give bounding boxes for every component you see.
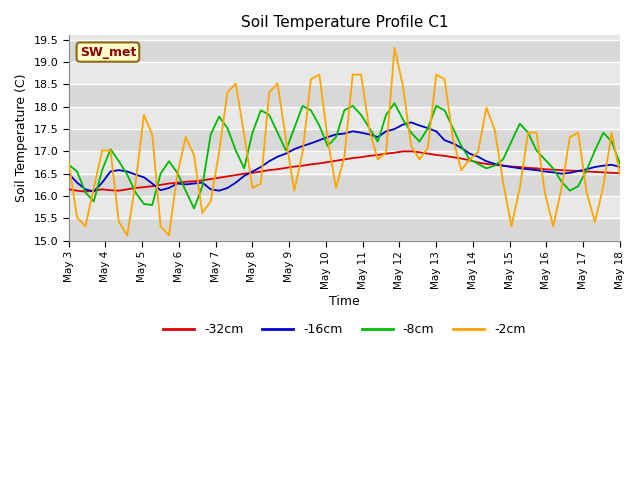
Bar — [68, 129, 620, 151]
-8cm — [132, 190, 140, 195]
Line: -2cm: -2cm — [68, 48, 620, 235]
-8cm — [107, 146, 115, 152]
-16cm — [140, 174, 148, 180]
-8cm — [324, 143, 332, 149]
Bar — [68, 218, 620, 240]
-8cm — [583, 167, 591, 173]
-8cm — [390, 100, 398, 106]
-16cm — [324, 134, 332, 140]
-8cm — [499, 156, 507, 162]
-32cm — [115, 188, 123, 193]
-16cm — [583, 167, 591, 172]
Bar — [68, 40, 620, 62]
Line: -32cm: -32cm — [68, 151, 620, 192]
Legend: -32cm, -16cm, -8cm, -2cm: -32cm, -16cm, -8cm, -2cm — [158, 318, 531, 341]
-2cm — [124, 232, 131, 238]
-2cm — [583, 190, 591, 195]
-16cm — [299, 143, 307, 149]
-32cm — [324, 159, 332, 165]
-16cm — [616, 164, 624, 170]
-32cm — [65, 186, 72, 192]
Bar — [68, 174, 620, 196]
Text: SW_met: SW_met — [80, 46, 136, 59]
-2cm — [616, 172, 624, 178]
-8cm — [616, 161, 624, 167]
-32cm — [299, 163, 307, 168]
-32cm — [399, 148, 406, 154]
Bar — [68, 62, 620, 84]
-16cm — [115, 167, 123, 173]
Bar — [68, 151, 620, 174]
-2cm — [324, 136, 332, 142]
Line: -16cm: -16cm — [68, 122, 620, 192]
-32cm — [616, 170, 624, 176]
-32cm — [499, 163, 507, 168]
Bar — [68, 36, 620, 40]
-16cm — [499, 163, 507, 168]
Title: Soil Temperature Profile C1: Soil Temperature Profile C1 — [241, 15, 448, 30]
-8cm — [65, 162, 72, 168]
X-axis label: Time: Time — [329, 295, 360, 308]
-16cm — [90, 189, 98, 194]
-32cm — [583, 168, 591, 174]
-8cm — [299, 103, 307, 109]
-2cm — [107, 148, 115, 154]
Bar — [68, 84, 620, 107]
Line: -8cm: -8cm — [68, 103, 620, 208]
-2cm — [65, 160, 72, 166]
-32cm — [81, 189, 89, 194]
-16cm — [65, 171, 72, 177]
-8cm — [190, 205, 198, 211]
Y-axis label: Soil Temperature (C): Soil Temperature (C) — [15, 74, 28, 202]
-2cm — [499, 179, 507, 185]
-2cm — [140, 112, 148, 118]
-2cm — [390, 45, 398, 51]
-32cm — [140, 184, 148, 190]
Bar — [68, 196, 620, 218]
-16cm — [407, 120, 415, 125]
-2cm — [299, 149, 307, 155]
Bar — [68, 107, 620, 129]
